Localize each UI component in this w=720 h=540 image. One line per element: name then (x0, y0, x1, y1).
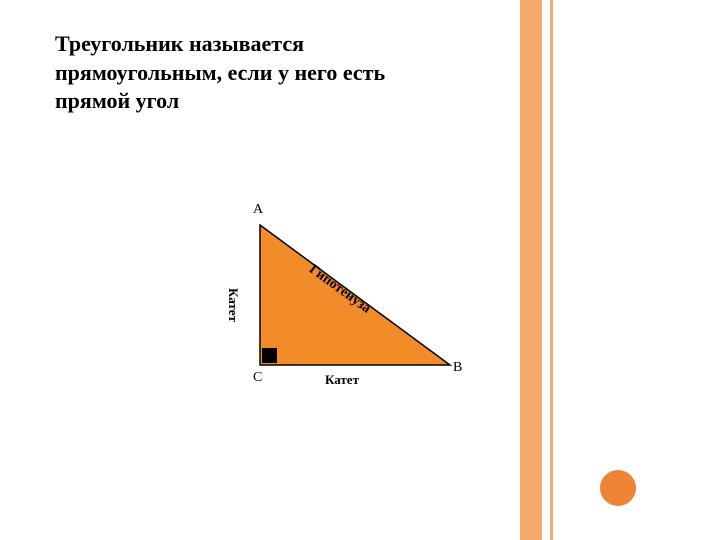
vertex-b: В (453, 360, 462, 376)
decor-stripe-thick (520, 0, 542, 540)
label-cathetus-vertical: Катет (225, 288, 241, 322)
vertex-c: С (253, 370, 262, 386)
label-cathetus-horizontal: Катет (325, 372, 359, 388)
vertex-a: А (253, 202, 263, 218)
slide-header: Треугольник называется прямоугольным, ес… (55, 30, 415, 116)
slide: Треугольник называется прямоугольным, ес… (0, 0, 720, 540)
decor-circle (600, 470, 636, 506)
right-angle-marker (262, 348, 277, 363)
triangle-diagram: А В С Катет Катет Гипотенуза (255, 220, 455, 370)
decor-stripe-thin (550, 0, 553, 540)
